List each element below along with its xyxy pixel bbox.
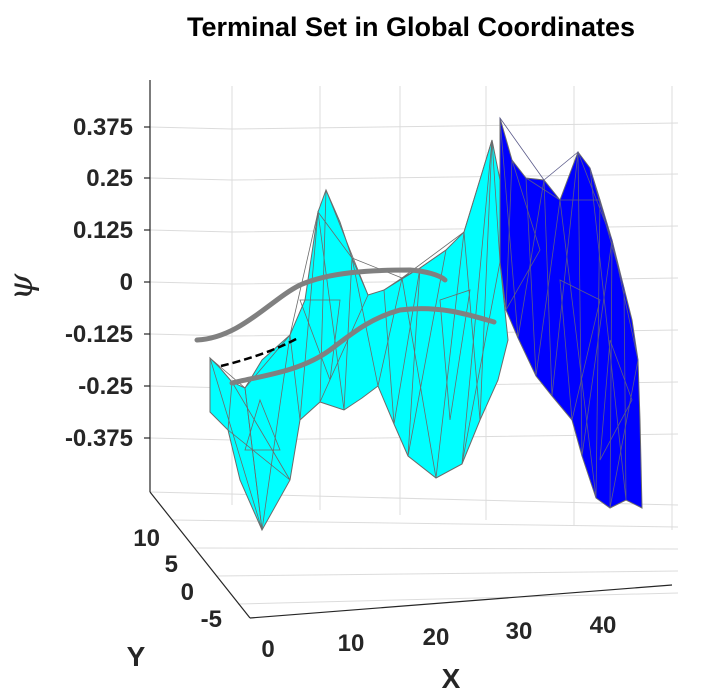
surface-blue-mesh-8 [559, 279, 601, 421]
surface-blue [499, 116, 643, 509]
grid-line-z-0 [149, 122, 679, 130]
surface-blue-mesh-9 [599, 339, 633, 461]
surface-blue-mesh-3 [609, 239, 639, 509]
surface-cyan-mesh-14 [244, 398, 281, 451]
y-tick-label: 5 [165, 551, 178, 578]
x-axis-label: X [442, 663, 461, 694]
surface-cyan [209, 139, 509, 532]
surface-cyan-mesh-6 [463, 139, 493, 421]
x-tick-label: 20 [423, 624, 450, 651]
trajectory-dashed-segment [220, 336, 299, 368]
trajectory-line-lower [229, 306, 497, 386]
surface-cyan-mesh-13 [439, 289, 471, 421]
grid-line-floor-2 [193, 547, 679, 550]
surface-blue-mesh-7 [505, 159, 541, 311]
surface-blue-mesh-2 [577, 151, 613, 457]
surface-blue-mesh-5 [525, 177, 561, 377]
z-tick-label: -0.375 [65, 425, 133, 452]
axes [149, 80, 673, 619]
surface-cyan-mesh-1 [244, 333, 291, 531]
grid-line-floor-3 [215, 570, 679, 577]
chart-title: Terminal Set in Global Coordinates [187, 12, 635, 42]
surface-cyan-mesh-12 [299, 299, 341, 381]
z-tick-label: 0.25 [86, 165, 133, 192]
z-tick-label: 0.375 [73, 114, 133, 141]
surface-cyan-mesh-2 [289, 211, 319, 421]
z-tick-label: -0.25 [78, 373, 133, 400]
surface-cyan-mesh-5 [401, 231, 465, 479]
surface-blue-mesh-6 [589, 167, 627, 501]
grid-line-floor-0 [149, 491, 679, 506]
y-tick-label: -5 [201, 606, 222, 633]
x-tick-label: 10 [338, 630, 365, 657]
surface-cyan-mesh-4 [351, 257, 403, 387]
trajectories [194, 267, 497, 386]
z-tick-label: -0.125 [65, 321, 133, 348]
z-tick-label: 0 [120, 269, 133, 296]
surface-cyan-mesh-10 [227, 380, 291, 481]
x-tick-labels: 0 10 20 30 40 [261, 612, 616, 663]
x-tick-label: 30 [506, 618, 533, 645]
grid-line-z-1 [149, 173, 679, 181]
y-axis-label: Y [127, 641, 146, 672]
y-tick-label: 10 [133, 525, 160, 552]
surface-cyan-mesh-11 [383, 267, 421, 425]
x-axis-line [249, 584, 673, 619]
surface-cyan-mesh-9 [407, 249, 447, 457]
grid-line-floor-4 [237, 592, 679, 605]
surface-cyan-mesh-7 [461, 139, 501, 465]
z-axis-label: ψ [1, 273, 41, 300]
y-axis-line [149, 491, 251, 619]
x-tick-label: 0 [261, 636, 274, 663]
surface-cyan-mesh-8 [319, 189, 369, 403]
surface-blue-patch [499, 117, 643, 509]
surface-blue-mesh-4 [559, 199, 601, 499]
x-tick-label: 40 [590, 612, 617, 639]
grid-line-floor-1 [171, 519, 679, 528]
z-tick-label: 0.125 [73, 217, 133, 244]
y-tick-label: 0 [181, 579, 194, 606]
z-tick-labels: 0.375 0.25 0.125 0 -0.125 -0.25 -0.375 [65, 114, 150, 452]
trajectory-line-upper [194, 267, 448, 343]
